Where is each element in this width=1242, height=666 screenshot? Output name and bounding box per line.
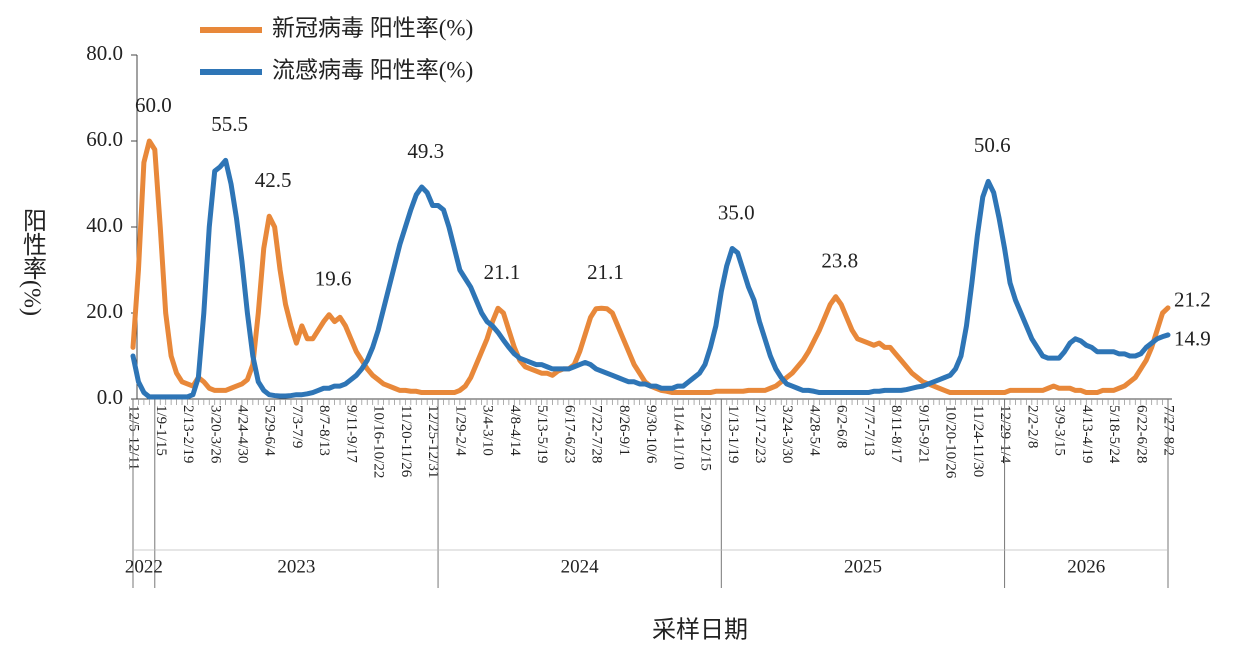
x-tick-label: 9/15-9/21 [915,405,931,463]
data-label: 21.2 [1174,288,1211,312]
x-group-label: 2026 [1067,556,1105,577]
x-tick-label: 12/29-1/4 [997,405,1013,464]
data-label: 50.6 [974,133,1011,157]
x-tick-label: 7/3-7/9 [289,405,305,448]
x-group-label: 2022 [125,556,163,577]
data-label: 23.8 [821,248,858,272]
x-tick-label: 5/29-6/4 [262,405,278,456]
y-tick-label: 60.0 [86,127,123,151]
data-label: 21.1 [587,260,624,284]
x-tick-label: 11/4-11/10 [670,405,686,470]
x-tick-label: 1/29-2/4 [452,405,468,456]
x-tick-label: 10/20-10/26 [943,405,959,479]
x-tick-label: 2/13-2/19 [180,405,196,463]
data-label: 19.6 [315,267,352,291]
x-tick-label: 1/9-1/15 [153,405,169,456]
x-group-label: 2025 [844,556,882,577]
x-tick-label: 8/26-9/1 [616,405,632,456]
x-tick-label: 9/30-10/6 [643,405,659,464]
x-tick-label: 4/13-4/19 [1079,405,1095,463]
x-tick-label: 7/27-8/2 [1161,405,1177,456]
data-label: 35.0 [718,200,755,224]
data-label: 42.5 [255,168,292,192]
x-tick-label: 2/17-2/23 [752,405,768,463]
y-tick-label: 40.0 [86,213,123,237]
x-tick-label: 2/2-2/8 [1024,405,1040,448]
x-tick-label: 4/8-4/14 [507,405,523,456]
x-tick-label: 11/20-11/26 [398,405,414,478]
x-tick-label: 12/5-12/11 [126,405,142,470]
x-group-label: 2024 [561,556,600,577]
x-tick-label: 3/4-3/10 [480,405,496,456]
data-label: 55.5 [211,112,248,136]
x-tick-label: 9/11-9/17 [343,405,359,463]
x-axis-title: 采样日期 [652,617,748,644]
x-tick-label: 11/24-11/30 [970,405,986,477]
x-tick-label: 4/24-4/30 [235,405,251,463]
x-tick-label: 1/13-1/19 [725,405,741,463]
x-tick-label: 5/13-5/19 [534,405,550,463]
x-tick-label: 8/11-8/17 [888,405,904,463]
legend-label: 流感病毒 阳性率(%) [272,57,473,82]
x-tick-label: 6/2-6/8 [834,405,850,448]
data-label: 21.1 [484,260,521,284]
x-tick-label: 4/28-5/4 [806,405,822,456]
y-tick-label: 80.0 [86,41,123,65]
x-tick-label: 10/16-10/22 [371,405,387,478]
x-tick-label: 5/18-5/24 [1106,405,1122,464]
data-label: 14.9 [1174,327,1211,351]
y-axis-title: 阳性率(%) [18,208,46,316]
x-tick-label: 3/24-3/30 [779,405,795,463]
x-tick-label: 7/22-7/28 [589,405,605,463]
x-tick-label: 6/22-6/28 [1133,405,1149,463]
data-label: 60.0 [135,93,172,117]
y-tick-label: 20.0 [86,299,123,323]
x-tick-label: 12/9-12/15 [698,405,714,471]
data-label: 49.3 [407,139,444,163]
x-tick-label: 8/7-8/13 [316,405,332,456]
x-tick-label: 6/17-6/23 [561,405,577,463]
x-tick-label: 7/7-7/13 [861,405,877,456]
legend-label: 新冠病毒 阳性率(%) [272,15,473,40]
x-tick-label: 3/9-3/15 [1052,405,1068,456]
x-tick-label: 3/20-3/26 [207,405,223,464]
series-line [130,157,1171,400]
y-tick-label: 0.0 [97,385,123,409]
x-tick-label: 12/25-12/31 [425,405,441,478]
x-group-label: 2023 [277,556,315,577]
